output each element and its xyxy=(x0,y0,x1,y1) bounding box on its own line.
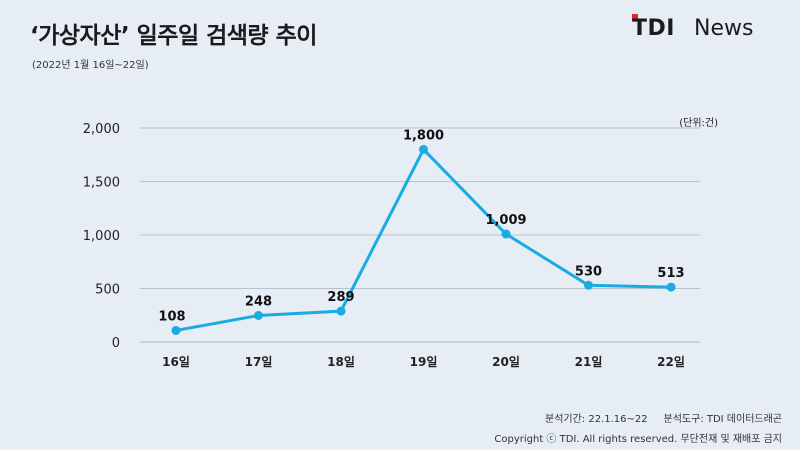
x-tick-label: 19일 xyxy=(410,355,438,369)
y-tick-label: 1,000 xyxy=(83,229,120,244)
chart-title: ‘가상자산’ 일주일 검색량 추이 xyxy=(30,23,317,49)
tdi-news-logo: TDI News xyxy=(632,14,782,44)
x-tick-label: 18일 xyxy=(327,355,355,369)
analysis-info: 분석기간: 22.1.16~22 분석도구: TDI 데이터드래곤 xyxy=(545,414,782,425)
x-tick-label: 21일 xyxy=(575,355,603,369)
data-label: 530 xyxy=(575,264,602,279)
logo-accent-icon xyxy=(632,14,638,20)
logo-news-text: News xyxy=(694,16,754,41)
data-point xyxy=(666,282,676,292)
y-tick-label: 2,000 xyxy=(83,122,120,137)
data-label: 108 xyxy=(158,309,185,324)
data-point xyxy=(336,306,346,316)
data-point xyxy=(419,144,428,154)
x-tick-label: 17일 xyxy=(245,355,273,369)
data-label: 248 xyxy=(245,294,272,309)
unit-label: (단위:건) xyxy=(679,118,718,129)
x-tick-label: 22일 xyxy=(657,355,685,369)
y-tick-label: 0 xyxy=(112,336,120,351)
data-point xyxy=(584,280,593,290)
logo-tdi-text: TDI xyxy=(632,16,675,41)
chart-subtitle: (2022년 1월 16일~22일) xyxy=(32,60,149,71)
data-label: 513 xyxy=(657,266,684,281)
x-tick-label: 16일 xyxy=(162,355,190,369)
copyright-text: Copyright ⓒ TDI. All rights reserved. 무단… xyxy=(494,434,782,445)
data-point xyxy=(254,310,263,320)
y-tick-label: 1,500 xyxy=(83,176,120,191)
y-tick-label: 500 xyxy=(95,283,120,298)
data-label: 1,009 xyxy=(485,213,526,228)
data-label: 1,800 xyxy=(403,128,444,143)
data-label: 289 xyxy=(327,290,354,305)
data-point xyxy=(501,229,511,239)
data-point xyxy=(171,325,181,335)
x-tick-label: 20일 xyxy=(492,355,520,369)
